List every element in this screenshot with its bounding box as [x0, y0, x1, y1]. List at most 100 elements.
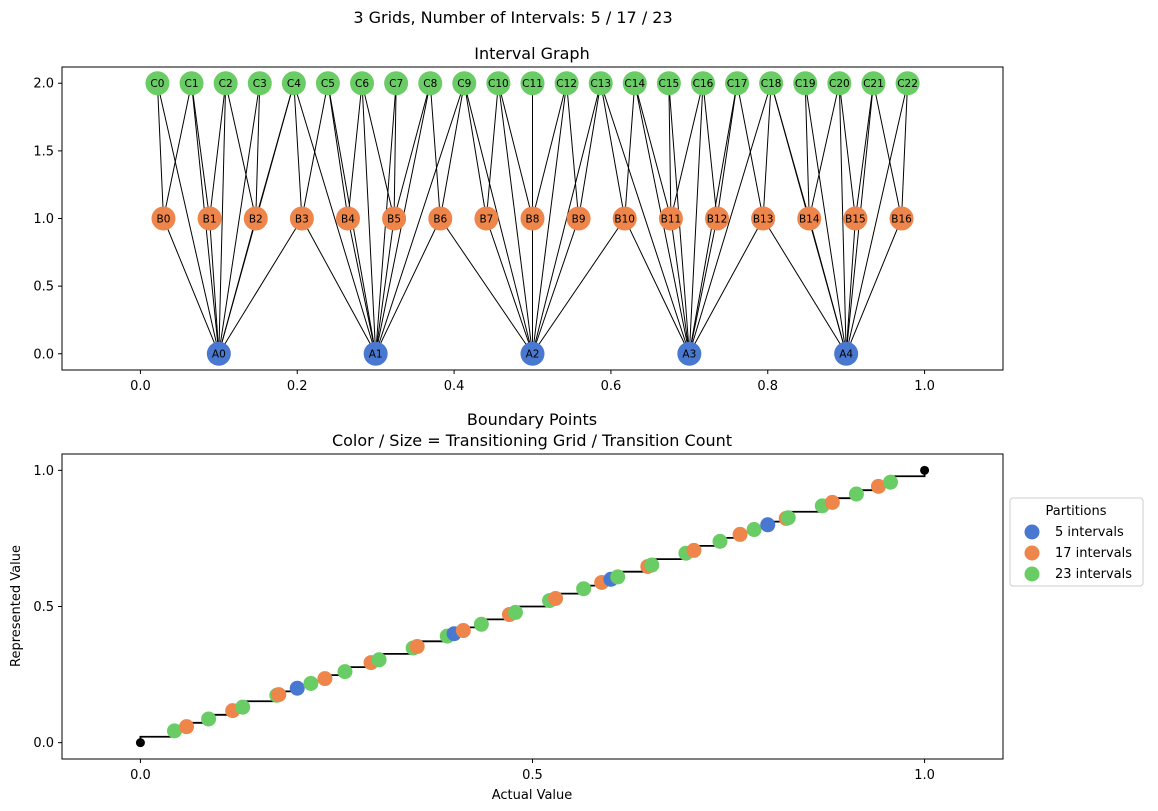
graph-edge — [347, 218, 377, 354]
graph-node-label: A0 — [212, 349, 226, 361]
graph-node-label: A4 — [839, 349, 853, 361]
graph-node-C22: C22 — [895, 71, 920, 96]
graph-node-B9: B9 — [566, 206, 591, 231]
graph-node-C6: C6 — [350, 71, 375, 96]
graph-edge — [485, 83, 499, 219]
graph-node-circle — [554, 71, 579, 96]
graph-node-C10: C10 — [486, 71, 511, 96]
graph-node-label: B0 — [157, 213, 171, 225]
graph-node-label: C10 — [488, 78, 509, 90]
graph-node-circle — [520, 206, 545, 231]
boundary-point — [644, 557, 660, 573]
boundary-point — [548, 590, 564, 606]
boundary-point — [179, 719, 195, 735]
endpoint-marker — [920, 465, 930, 475]
boundary-point — [507, 604, 523, 620]
graph-edge — [162, 83, 193, 219]
graph-node-label: C17 — [727, 78, 748, 90]
graph-edge — [845, 218, 902, 354]
graph-node-B12: B12 — [705, 206, 730, 231]
graph-node-circle — [179, 71, 204, 96]
graph-node-label: C9 — [457, 78, 471, 90]
graph-edge — [624, 83, 636, 219]
graph-node-label: C2 — [219, 78, 233, 90]
graph-node-label: B13 — [753, 213, 774, 225]
graph-node-label: B7 — [479, 213, 493, 225]
boundary-point — [455, 623, 471, 639]
graph-node-C21: C21 — [861, 71, 886, 96]
graph-edge — [854, 83, 874, 219]
graph-node-label: B6 — [433, 213, 447, 225]
x-tick-label: 0.8 — [757, 379, 778, 394]
graph-node-circle — [705, 206, 730, 231]
graph-node-C4: C4 — [281, 71, 306, 96]
interval-graph-title: Interval Graph — [474, 44, 589, 63]
graph-edge — [218, 218, 303, 355]
graph-node-circle — [834, 341, 859, 366]
legend-label-17: 17 intervals — [1055, 546, 1132, 561]
graph-node-C11: C11 — [520, 71, 545, 96]
y-tick-label: 1.0 — [33, 464, 54, 479]
graph-node-B3: B3 — [289, 206, 314, 231]
boundary-point — [289, 680, 305, 696]
boundary-point — [201, 711, 217, 727]
graph-edge — [156, 83, 220, 354]
graph-edge — [439, 83, 465, 219]
legend-entry-5: 5 intervals — [1024, 524, 1124, 540]
y-tick-label: 2.0 — [33, 77, 54, 92]
graph-node-label: B12 — [707, 213, 728, 225]
graph-edge — [804, 83, 810, 219]
graph-node-label: B16 — [891, 213, 912, 225]
graph-edge — [688, 218, 718, 354]
interval-graph-axes: Interval Graph A0 A1 A2 A3 A4 B0 B1 B2 B3 B4 B5 B6 B… — [33, 44, 1004, 394]
boundary-point — [409, 639, 425, 655]
graph-node-C5: C5 — [315, 71, 340, 96]
graph-node-label: C7 — [389, 78, 403, 90]
graph-node-B15: B15 — [843, 206, 868, 231]
graph-edge — [668, 83, 672, 219]
boundary-points — [135, 465, 930, 748]
legend-entry-17: 17 intervals — [1024, 545, 1132, 561]
boundary-points-x-ticks: 0.0 0.5 1.0 — [130, 759, 935, 783]
graph-edge — [225, 83, 257, 219]
graph-edge — [218, 83, 227, 354]
graph-node-B14: B14 — [797, 206, 822, 231]
graph-node-label: A3 — [682, 349, 696, 361]
graph-edge — [163, 218, 220, 354]
graph-edge — [808, 83, 840, 219]
graph-node-label: A1 — [369, 349, 383, 361]
graph-edge — [293, 83, 303, 219]
graph-node-circle — [197, 206, 222, 231]
interval-graph-nodes: A0 A1 A2 A3 A4 B0 B1 B2 B3 B4 B5 B6 B7 B8 B9 B10 B11 B12 B… — [145, 71, 920, 366]
graph-edge — [218, 83, 261, 354]
graph-node-A3: A3 — [677, 341, 702, 366]
graph-node-circle — [281, 71, 306, 96]
graph-edge — [634, 83, 672, 219]
x-axis-label: Actual Value — [492, 788, 573, 803]
graph-node-label: C19 — [795, 78, 816, 90]
graph-node-circle — [861, 71, 886, 96]
y-tick-label: 0.5 — [33, 280, 54, 295]
step-function-line — [139, 470, 926, 743]
graph-edge — [439, 218, 533, 355]
graph-node-label: B10 — [614, 213, 635, 225]
graph-node-label: C20 — [829, 78, 850, 90]
graph-edge — [156, 83, 164, 219]
graph-edge — [670, 83, 704, 219]
graph-node-A4: A4 — [834, 341, 859, 366]
x-tick-label: 0.0 — [130, 379, 151, 394]
graph-node-circle — [350, 71, 375, 96]
graph-edge — [375, 218, 441, 354]
boundary-point — [303, 675, 319, 691]
graph-node-label: B8 — [526, 213, 540, 225]
graph-node-C1: C1 — [179, 71, 204, 96]
graph-edge — [845, 83, 909, 354]
y-tick-label: 0.0 — [33, 347, 54, 362]
graph-node-C16: C16 — [690, 71, 715, 96]
graph-edge — [762, 218, 847, 355]
graph-node-circle — [656, 71, 681, 96]
graph-edge — [361, 83, 377, 354]
graph-edge — [670, 218, 690, 354]
graph-edge — [688, 83, 772, 354]
graph-node-circle — [793, 71, 818, 96]
